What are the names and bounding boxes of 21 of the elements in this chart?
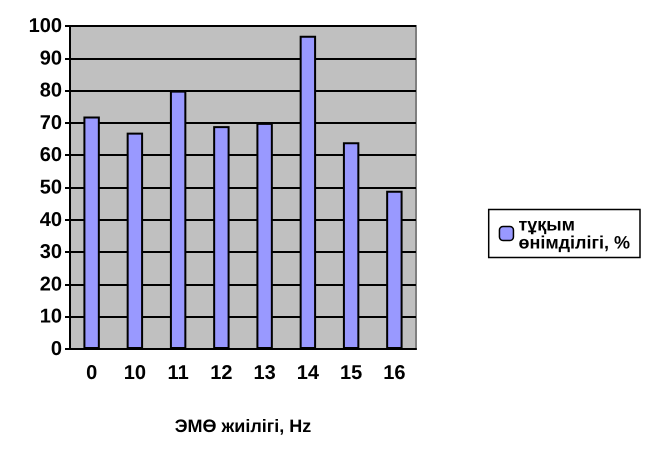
x-tick-label: 11	[168, 362, 189, 384]
x-tick-label: 13	[254, 362, 276, 384]
x-tick-label: 15	[340, 362, 362, 384]
legend-label: тұқым өнімділігі, %	[518, 214, 630, 252]
y-tick-label: 90	[40, 47, 62, 70]
y-tick-label: 80	[40, 80, 62, 102]
y-tick-label: 20	[40, 273, 62, 296]
x-tick-label: 0	[86, 362, 98, 384]
y-tick-label: 0	[50, 338, 62, 360]
x-axis-title: ЭМӨ жиілігі, Hz	[174, 416, 312, 436]
y-tick-label: 70	[40, 112, 62, 134]
y-tick-label: 60	[40, 144, 62, 166]
y-tick-label: 10	[40, 306, 62, 328]
x-tick-label: 16	[383, 362, 406, 384]
x-tick-label: 14	[296, 362, 320, 384]
x-tick-label: 12	[210, 362, 232, 384]
y-tick-label: 40	[40, 208, 62, 231]
y-tick-label: 50	[40, 176, 62, 198]
y-tick-label: 30	[40, 241, 62, 264]
x-tick-label: 10	[124, 362, 146, 384]
y-tick-label: 100	[28, 15, 62, 37]
